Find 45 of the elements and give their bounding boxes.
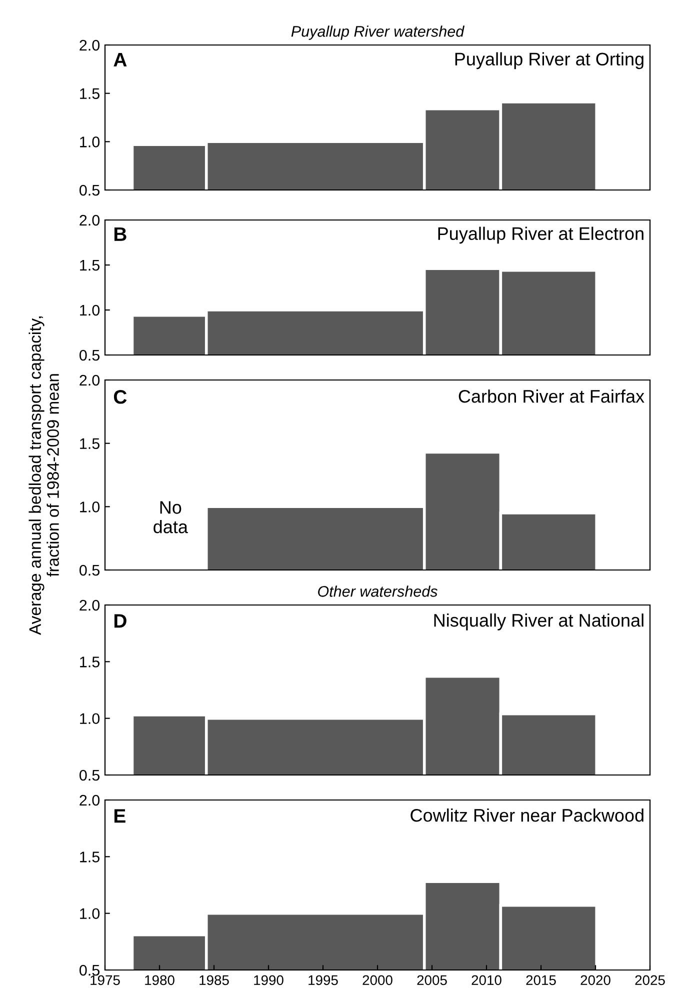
y-tick-label: 1.0 [80, 304, 100, 316]
x-tick-label: 1990 [254, 975, 284, 986]
y-tick-label: 2.0 [80, 214, 100, 226]
y-tick-label: 1.5 [80, 438, 100, 450]
y-tick-label: 1.0 [80, 908, 100, 920]
annotation: Puyallup River at Electron [438, 226, 644, 244]
x-tick-label: 2005 [417, 975, 447, 986]
y-tick-label: 1.0 [80, 713, 100, 724]
y-tick-label: 2.0 [80, 600, 100, 611]
x-tick-label: 1980 [145, 975, 174, 986]
annotation: No data [154, 501, 188, 534]
y-tick-label: 2.0 [80, 794, 100, 806]
y-tick-label: 1.5 [80, 852, 100, 862]
y-tick-label: 1.0 [80, 502, 100, 512]
x-tick-label: 1995 [308, 975, 338, 986]
annotation: E [114, 809, 126, 823]
y-tick-label: 2.0 [80, 40, 100, 51]
y-tick-label: 1.5 [80, 260, 100, 271]
chart-title: Puyallup River watershed [291, 26, 465, 40]
annotation: Carbon River at Fairfax [458, 390, 644, 403]
y-tick-label: 0.5 [80, 770, 100, 781]
y-tick-label: 0.5 [80, 350, 100, 361]
y-tick-label: 0.5 [80, 184, 100, 196]
x-tick-label: 2010 [472, 975, 502, 986]
x-tick-label: 1985 [200, 975, 229, 986]
y-tick-label: 1.5 [80, 88, 100, 100]
x-tick-label: 2015 [526, 975, 556, 986]
y-tick-label: 0.5 [80, 564, 100, 576]
annotation: C [114, 390, 127, 404]
x-tick-label: 2020 [580, 975, 610, 986]
annotation: D [114, 614, 126, 628]
y-tick-label: 2.0 [80, 374, 100, 386]
chart-title: Other watersheds [318, 586, 438, 597]
y-tick-label: 0.5 [80, 964, 100, 976]
annotation: A [114, 52, 127, 66]
annotation: Nisqually River at National [434, 614, 644, 630]
y-axis-title: Average annual bedload transport capacity, fraction of 1984-2009 mean [28, 316, 59, 635]
x-tick-label: 2000 [362, 975, 392, 986]
annotation: Cowlitz River near Packwood [410, 808, 644, 822]
y-tick-label: 1.0 [80, 136, 100, 148]
x-tick-label: 2025 [635, 975, 665, 986]
annotation: B [114, 227, 126, 241]
y-tick-label: 1.5 [80, 656, 100, 668]
annotation: Puyallup River at Orting [455, 52, 644, 70]
x-tick-label: 1975 [90, 975, 120, 986]
